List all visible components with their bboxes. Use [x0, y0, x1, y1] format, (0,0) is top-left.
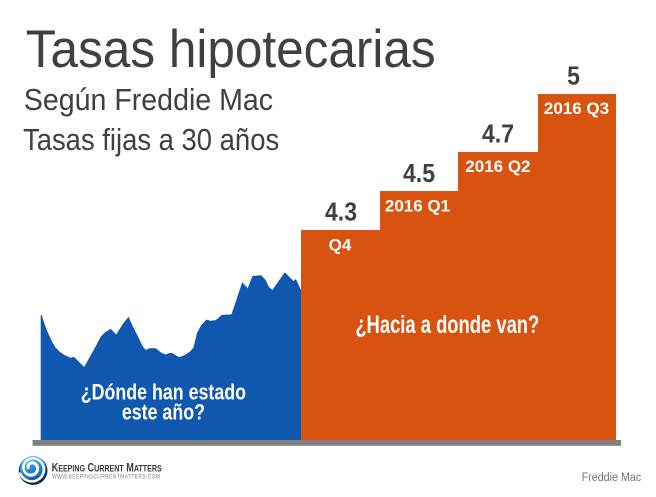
svg-text:WWW.KEEPINGCURRENTMATTERS.COM: WWW.KEEPINGCURRENTMATTERS.COM — [52, 474, 160, 481]
svg-text:este año?: este año? — [122, 401, 205, 425]
svg-text:Tasas fijas a 30 años: Tasas fijas a 30 años — [23, 123, 279, 157]
svg-text:2016 Q1: 2016 Q1 — [385, 197, 450, 216]
svg-text:4.3: 4.3 — [325, 198, 357, 227]
svg-text:4.5: 4.5 — [403, 160, 435, 189]
svg-text:Tasas hipotecarias: Tasas hipotecarias — [26, 19, 436, 78]
svg-text:2016 Q2: 2016 Q2 — [465, 157, 530, 176]
svg-text:2016 Q3: 2016 Q3 — [544, 99, 609, 118]
svg-text:¿Hacia a donde van?: ¿Hacia a donde van? — [355, 310, 539, 338]
svg-text:KEEPING CURRENT MATTERS: KEEPING CURRENT MATTERS — [52, 461, 163, 474]
svg-text:Según Freddie Mac: Según Freddie Mac — [24, 83, 273, 117]
svg-text:¿Dónde han estado: ¿Dónde han estado — [81, 381, 246, 405]
svg-text:Freddie Mac: Freddie Mac — [582, 471, 642, 484]
svg-text:5: 5 — [567, 62, 580, 91]
svg-text:Q4: Q4 — [329, 235, 352, 254]
svg-text:4.7: 4.7 — [482, 120, 514, 149]
